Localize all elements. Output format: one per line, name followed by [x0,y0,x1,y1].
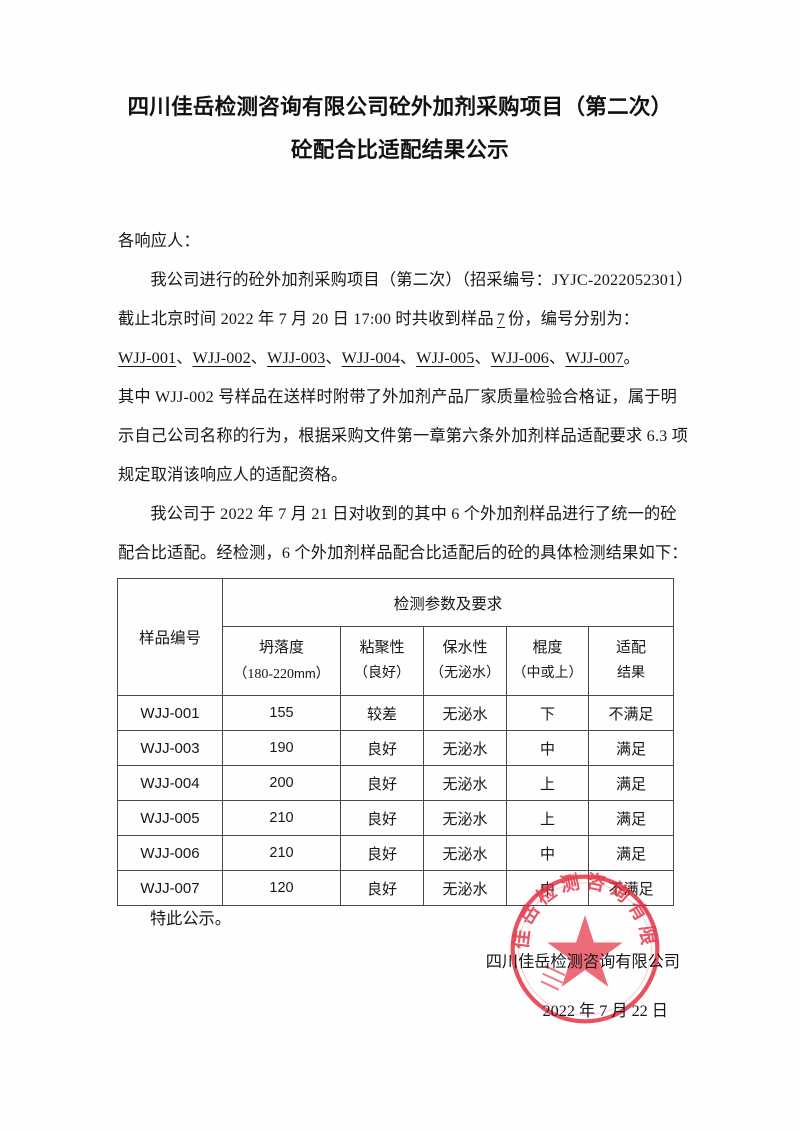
table-body: WJJ-001 155 较差 无泌水 下 不满足 WJJ-003 190 良好 … [117,695,675,906]
sample-id-2: WJJ-002 [192,349,251,367]
sample-id-1: WJJ-001 [118,349,177,367]
cell-slump: 120 [222,870,341,906]
sep-5: 、 [474,349,491,367]
cell-sample-id: WJJ-004 [117,765,223,801]
cell-consistency: 下 [506,695,589,731]
cell-consistency: 中 [506,730,589,766]
cell-slump: 190 [222,730,341,766]
sample-id-6: WJJ-006 [490,349,549,367]
cell-consistency: 上 [506,800,589,836]
signature-company: 四川佳岳检测咨询有限公司 [485,953,680,971]
cell-slump: 155 [222,695,341,731]
para2-suffix: 份，编号分别为： [508,310,640,328]
cell-slump: 210 [222,835,341,871]
cell-cohesion: 较差 [340,695,424,731]
table-row: WJJ-004 200 良好 无泌水 上 满足 [117,765,675,801]
cell-cohesion: 良好 [340,730,424,766]
cell-cohesion: 良好 [340,835,424,871]
column-header-slump: 坍落度 （180-220mm） [222,626,341,696]
cell-result: 满足 [587,835,675,871]
sample-id-7: WJJ-007 [565,349,624,367]
cell-result: 不满足 [587,695,675,731]
bid-number: JYJC-2022052301 [551,271,677,289]
cell-cohesion: 良好 [340,800,424,836]
sample-count: 7 [496,310,506,328]
cell-cohesion: 良好 [340,870,424,906]
column-header-consistency: 棍度 （中或上） [506,626,589,696]
table-row: WJJ-003 190 良好 无泌水 中 满足 [117,730,675,766]
table-row: WJJ-006 210 良好 无泌水 中 满足 [117,835,675,871]
salutation: 各响应人： [118,232,200,250]
document-body: 各响应人： 我公司进行的砼外加剂采购项目（第二次）（招采编号：JYJC-2022… [118,222,693,573]
para1-suffix: ） [676,271,693,289]
cell-result: 满足 [587,730,675,766]
closing-note: 特此公示。 [150,910,231,928]
sample-id-3: WJJ-003 [267,349,326,367]
sep-2: 、 [250,349,268,367]
para1-prefix: 我公司进行的砼外加剂采购项目（第二次）（招采编号： [150,271,552,289]
sep-1: 、 [176,349,193,367]
sample-id-5: WJJ-005 [416,349,475,367]
column-header-cohesion: 粘聚性 （良好） [340,626,424,696]
paragraph-deadline: 截止北京时间 2022 年 7 月 20 日 17:00 时共收到样品 7 份，编号… [118,300,680,339]
cell-sample-id: WJJ-001 [117,695,223,731]
column-header-group: 检测参数及要求 [221,578,675,627]
cell-slump: 210 [222,800,341,836]
cell-sample-id: WJJ-005 [117,800,223,836]
cell-result: 满足 [587,765,675,801]
cell-water-retention: 无泌水 [423,835,507,871]
cell-consistency: 中 [506,835,589,871]
cell-water-retention: 无泌水 [423,695,507,731]
cell-water-retention: 无泌水 [423,870,507,906]
cell-water-retention: 无泌水 [423,765,507,801]
paragraph-disqualify-line-3: 规定取消该响应人的适配资格。 [118,466,348,484]
sep-6: 、 [548,349,566,367]
cell-result: 不满足 [587,870,675,906]
paragraph-sample-ids: WJJ-001、WJJ-002、WJJ-003、WJJ-004、WJJ-005、… [118,339,680,378]
cell-sample-id: WJJ-006 [117,835,223,871]
paragraph-disqualify-line-1: 其中 WJJ-002 号样品在送样时附带了外加剂产品厂家质量检验合格证，属于明 [118,388,678,406]
paragraph-testing-line-2: 配合比适配。经检测，6 个外加剂样品配合比适配后的砼的具体检测结果如下： [118,544,688,562]
table-header-row-sub: 坍落度 （180-220mm） 粘聚性 （良好） 保水性 （无泌水） 棍度 （中… [118,626,675,696]
signature-date: 2022 年 7 月 22 日 [542,1002,668,1020]
cell-slump: 200 [222,765,341,801]
title-line-1: 四川佳岳检测咨询有限公司砼外加剂采购项目（第二次） [127,95,673,119]
cell-sample-id: WJJ-007 [117,870,223,906]
table-header-row-group: 样品编号 检测参数及要求 [117,578,675,696]
paragraph-project-info: 我公司进行的砼外加剂采购项目（第二次）（招采编号：JYJC-2022052301… [118,261,692,300]
paragraph-disqualify-line-2: 示自己公司名称的行为，根据采购文件第一章第六条外加剂样品适配要求 6.3 项 [118,427,689,445]
title-line-2: 砼配合比适配结果公示 [290,138,509,162]
test-results-table: 样品编号 检测参数及要求 坍落度 （180-220mm） 粘聚性 （良好） 保水… [117,578,675,906]
cell-water-retention: 无泌水 [423,730,507,766]
page-title: 四川佳岳检测咨询有限公司砼外加剂采购项目（第二次） 砼配合比适配结果公示 [100,86,700,172]
table-row: WJJ-005 210 良好 无泌水 上 满足 [117,800,675,836]
sep-4: 、 [399,349,417,367]
signature-block: 四川佳岳检测咨询有限公司 2022 年 7 月 22 日 [360,938,680,1036]
cell-sample-id: WJJ-003 [117,730,223,766]
column-header-water-retention: 保水性 （无泌水） [423,626,507,696]
column-header-result: 适配 结果 [587,626,675,696]
column-header-sample-id: 样品编号 [117,578,223,696]
sample-id-4: WJJ-004 [341,349,400,367]
para2-prefix: 截止北京时间 2022 年 7 月 20 日 17:00 时共收到样品 [118,310,494,328]
sep-3: 、 [325,349,342,367]
ids-terminator: 。 [623,349,640,367]
cell-consistency: 中 [506,870,589,906]
cell-result: 满足 [587,800,675,836]
cell-water-retention: 无泌水 [423,800,507,836]
table-row: WJJ-001 155 较差 无泌水 下 不满足 [117,695,675,731]
cell-consistency: 上 [506,765,589,801]
cell-cohesion: 良好 [340,765,424,801]
paragraph-testing-line-1: 我公司于 2022 年 7 月 21 日对收到的其中 6 个外加剂样品进行了统一… [150,505,677,523]
